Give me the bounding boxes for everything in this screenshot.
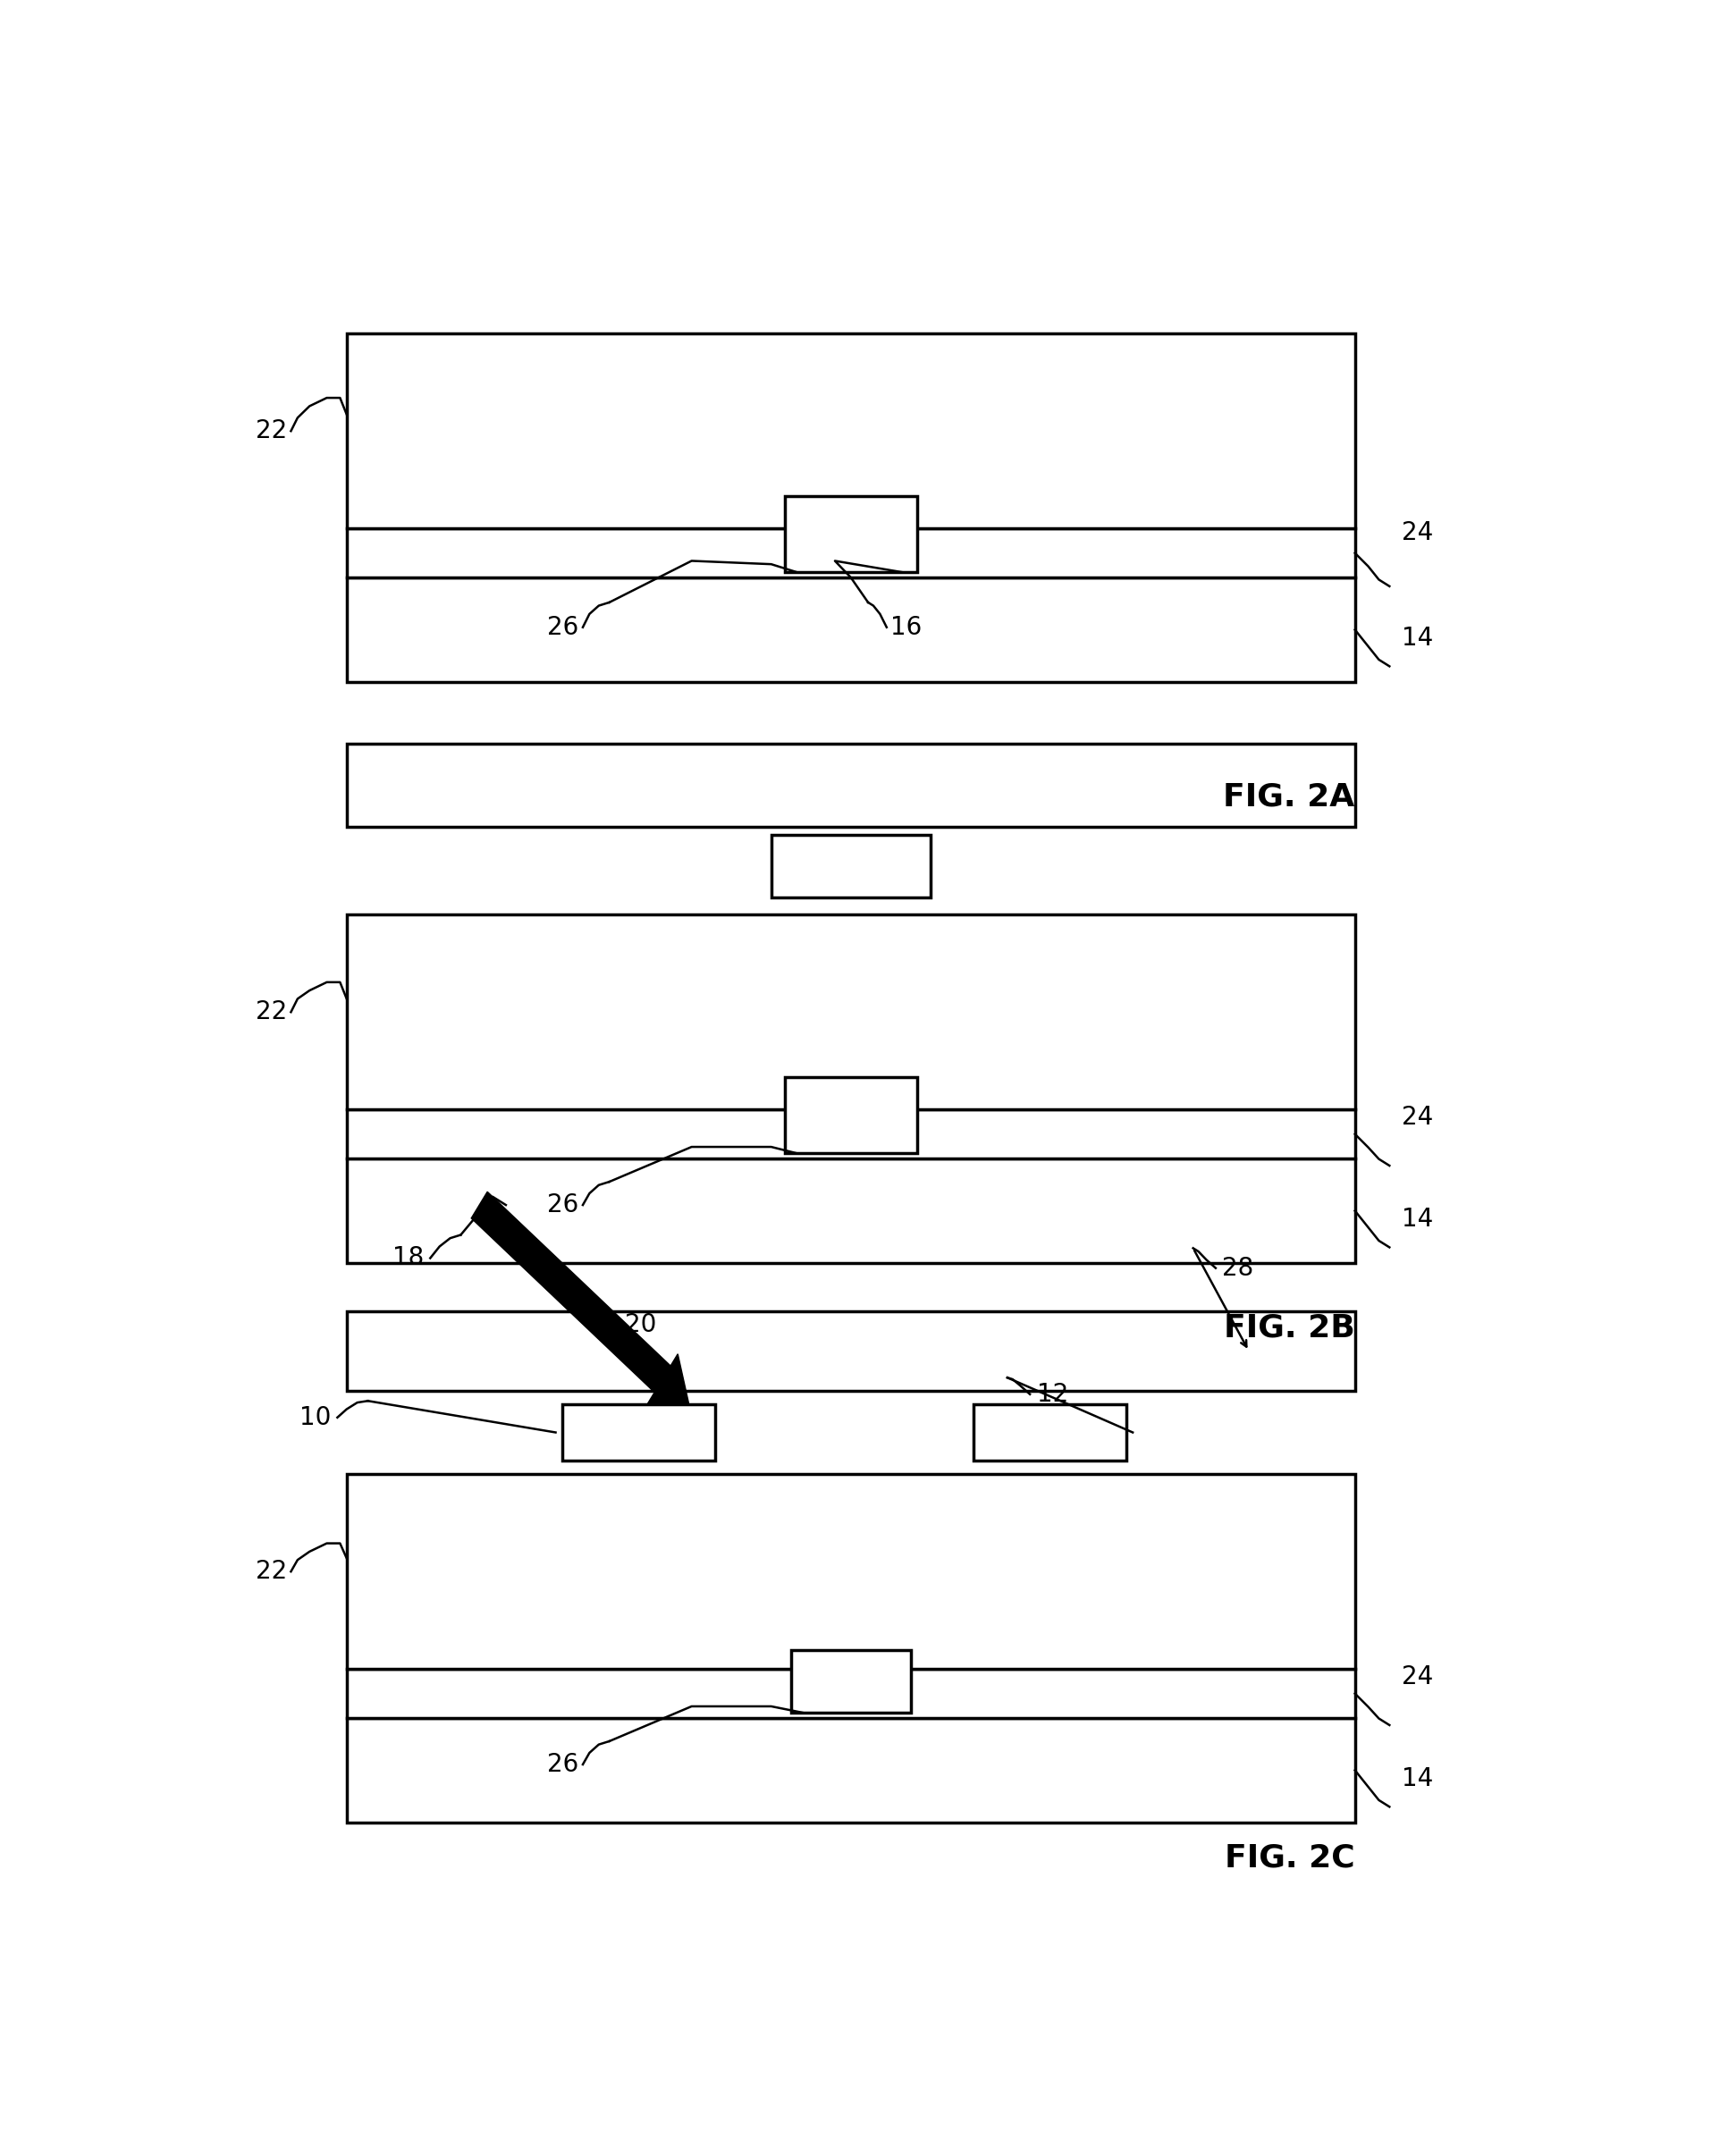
Text: 24: 24 [1401, 520, 1432, 545]
FancyBboxPatch shape [784, 1076, 917, 1153]
Text: 16: 16 [890, 614, 922, 640]
FancyBboxPatch shape [346, 1475, 1355, 1669]
FancyBboxPatch shape [346, 1110, 1355, 1158]
Text: 28: 28 [1222, 1255, 1252, 1281]
FancyBboxPatch shape [790, 1649, 910, 1714]
Text: FIG. 2B: FIG. 2B [1223, 1313, 1355, 1343]
FancyBboxPatch shape [346, 578, 1355, 681]
Text: 24: 24 [1401, 1106, 1432, 1130]
Text: 20: 20 [625, 1313, 657, 1337]
Text: 22: 22 [255, 1000, 287, 1024]
FancyBboxPatch shape [346, 1158, 1355, 1263]
FancyBboxPatch shape [346, 744, 1355, 826]
FancyBboxPatch shape [770, 834, 931, 897]
FancyBboxPatch shape [346, 528, 1355, 578]
FancyBboxPatch shape [346, 1311, 1355, 1391]
Text: 26: 26 [548, 614, 578, 640]
Text: 10: 10 [299, 1406, 330, 1429]
FancyBboxPatch shape [346, 914, 1355, 1110]
FancyBboxPatch shape [346, 1718, 1355, 1822]
Text: 12: 12 [1037, 1382, 1068, 1406]
FancyBboxPatch shape [561, 1404, 715, 1460]
Text: 26: 26 [548, 1192, 578, 1218]
Text: 22: 22 [255, 418, 287, 444]
FancyBboxPatch shape [974, 1404, 1126, 1460]
Text: FIG. 2A: FIG. 2A [1223, 783, 1355, 813]
Text: 14: 14 [1401, 1766, 1432, 1792]
Text: 26: 26 [548, 1753, 578, 1777]
Text: 14: 14 [1401, 1207, 1432, 1231]
Text: 14: 14 [1401, 625, 1432, 651]
FancyBboxPatch shape [346, 334, 1355, 528]
Text: 22: 22 [255, 1559, 287, 1585]
Text: FIG. 2C: FIG. 2C [1223, 1843, 1355, 1874]
FancyBboxPatch shape [346, 1669, 1355, 1718]
Text: 18: 18 [392, 1246, 423, 1270]
Text: 24: 24 [1401, 1664, 1432, 1690]
FancyBboxPatch shape [784, 496, 917, 573]
FancyArrow shape [471, 1192, 688, 1404]
